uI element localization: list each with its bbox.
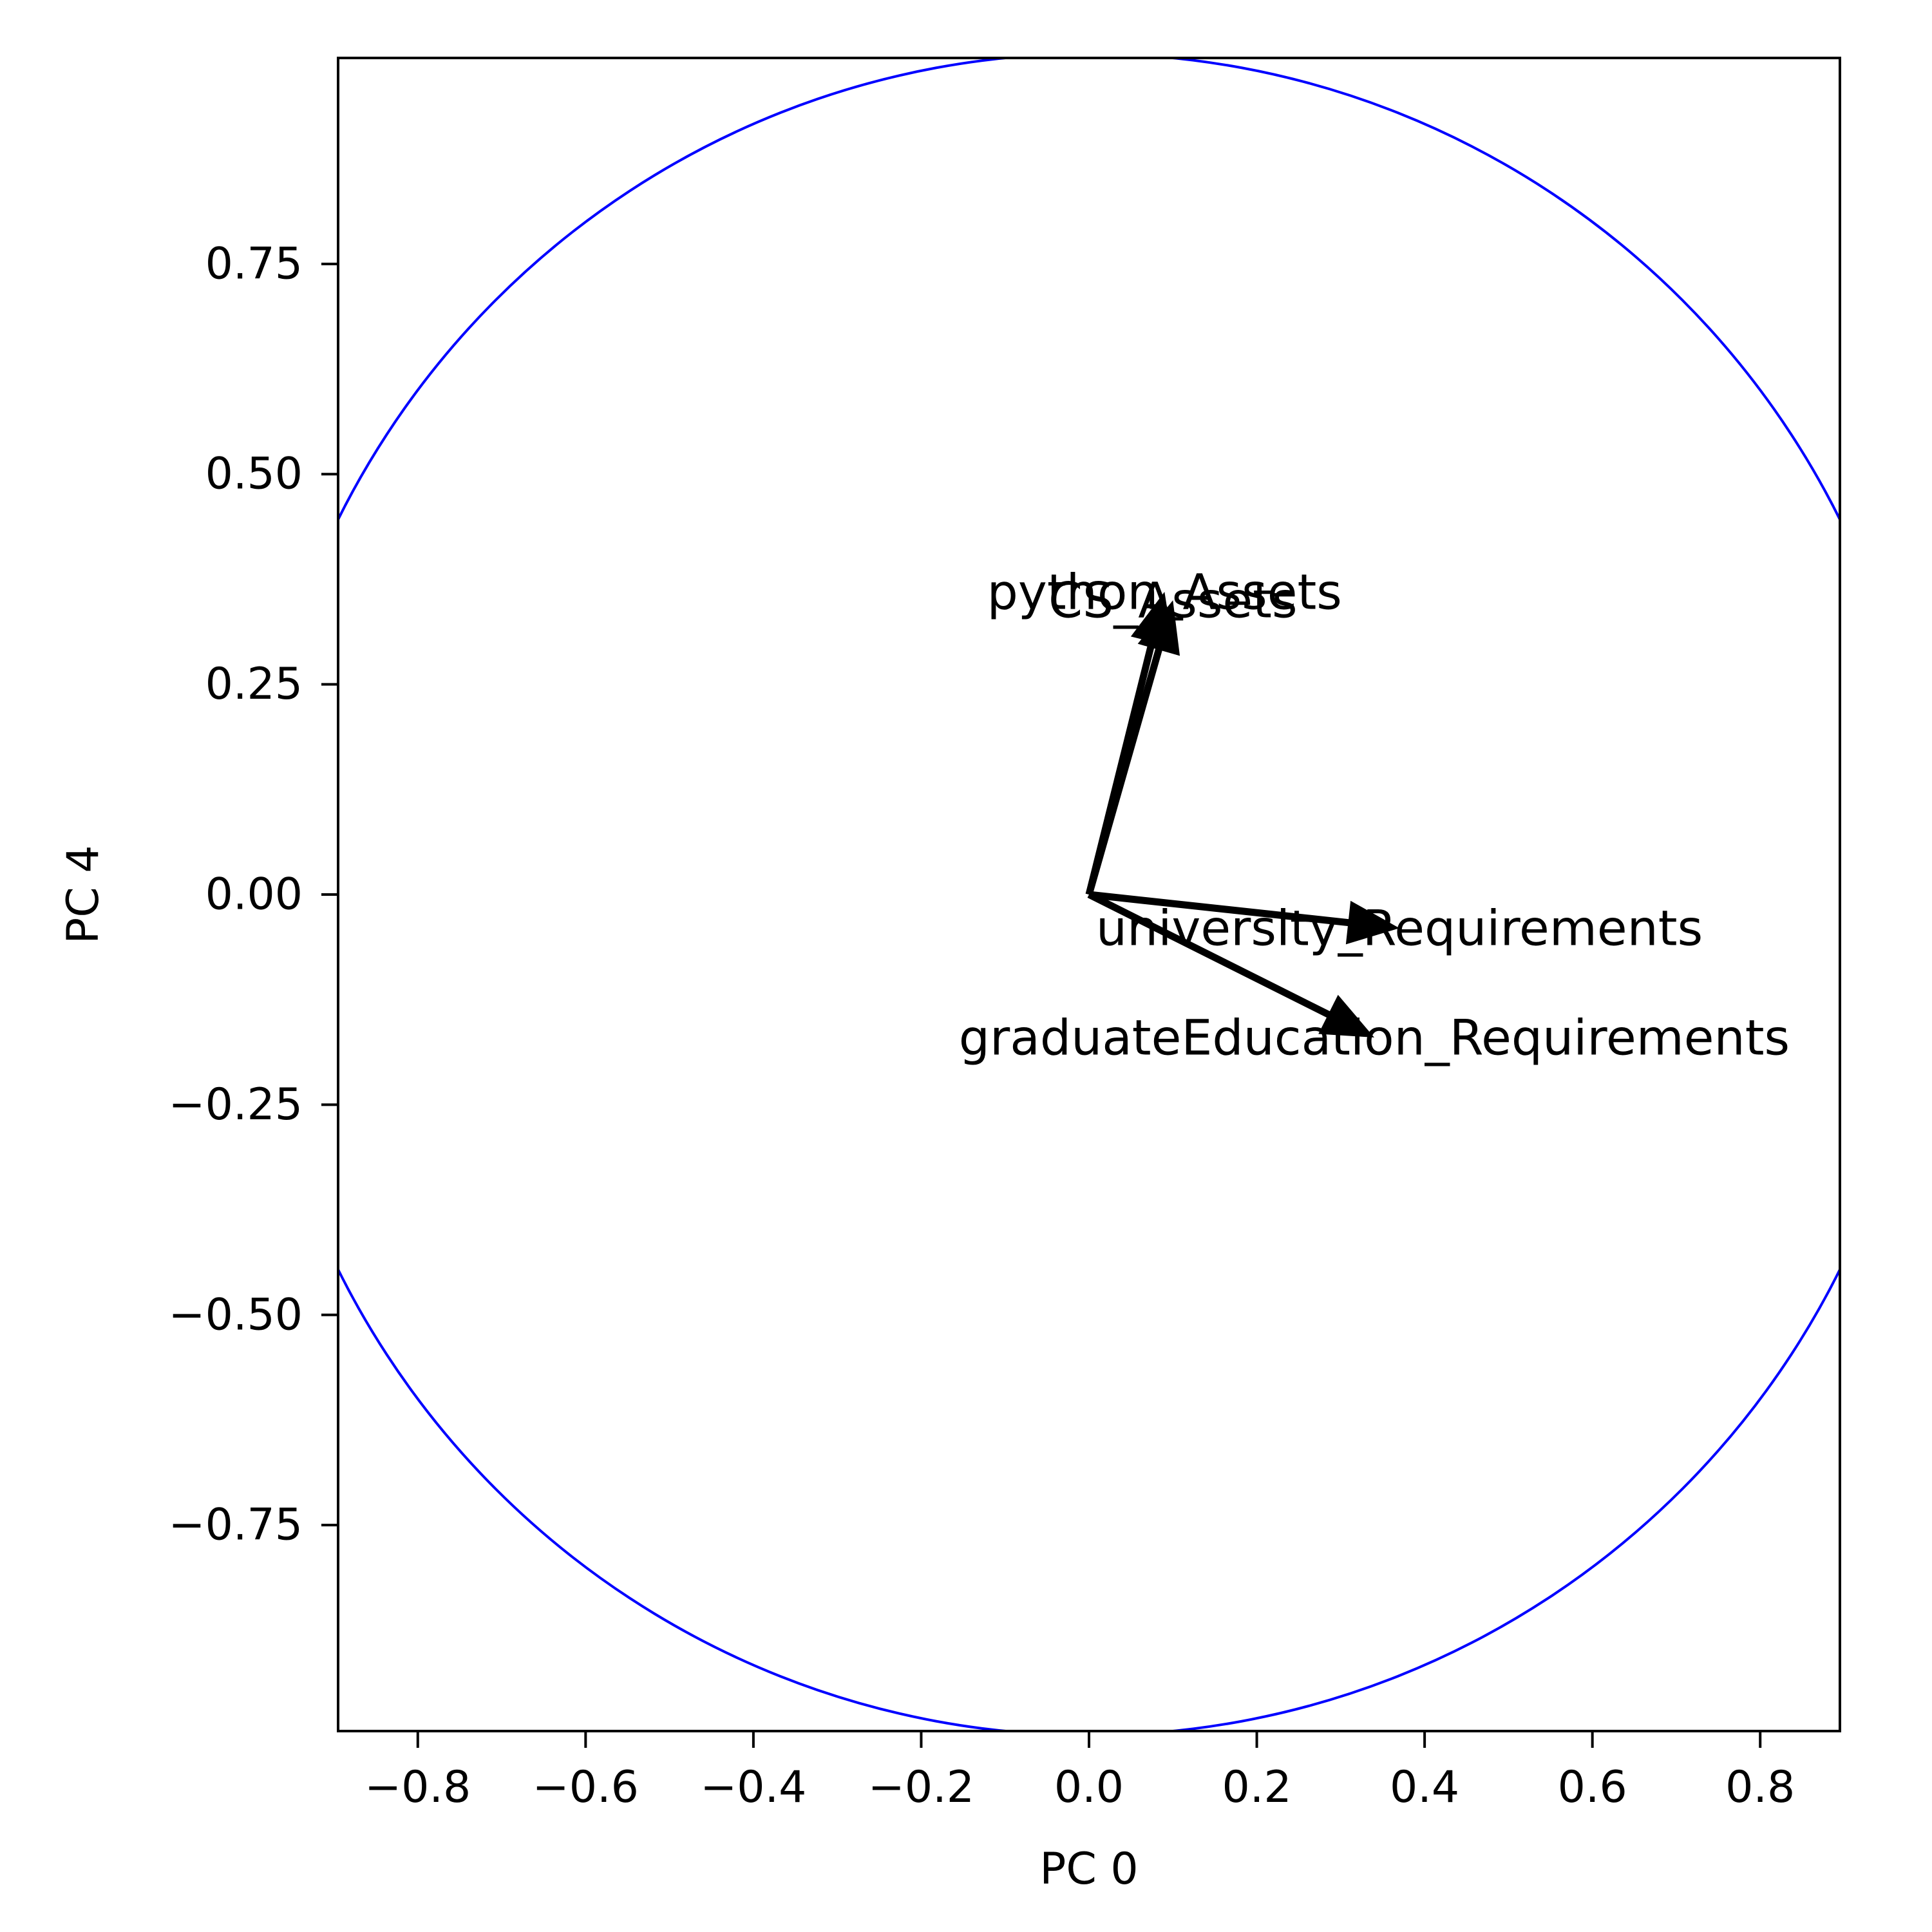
vector-label: CS_Assets <box>1048 572 1298 629</box>
x-tick-label: −0.4 <box>700 1762 806 1813</box>
x-tick-label: 0.6 <box>1558 1762 1627 1813</box>
y-tick-label: −0.25 <box>169 1079 303 1130</box>
x-tick-label: −0.8 <box>365 1762 471 1813</box>
loading-vector <box>1088 891 1400 945</box>
y-tick-label: 0.75 <box>205 238 303 289</box>
y-tick-label: 0.00 <box>205 869 303 920</box>
x-tick-label: −0.2 <box>868 1762 974 1813</box>
vector-arrowhead <box>1345 900 1400 945</box>
vector-arrowhead <box>1318 994 1374 1037</box>
x-tick-label: 0.4 <box>1390 1762 1459 1813</box>
loading-vector <box>1087 891 1374 1037</box>
y-axis-ticks: 0.75 0.50 0.25 0.00 −0.25 −0.50 −0.75 <box>169 238 338 1551</box>
vector-label: graduateEducation_Requirements <box>959 1009 1790 1066</box>
vector-arrowhead <box>1137 600 1180 656</box>
x-tick-label: 0.8 <box>1725 1762 1795 1813</box>
vector-label: python_Assets <box>987 564 1342 621</box>
vector-shaft <box>1088 891 1356 927</box>
loading-vectors-layer <box>1085 592 1400 1037</box>
vector-shaft <box>1087 891 1336 1021</box>
x-tick-label: 0.0 <box>1054 1762 1124 1813</box>
y-axis-label: PC 4 <box>58 845 109 943</box>
x-axis-ticks: −0.8 −0.6 −0.4 −0.2 0.0 0.2 0.4 0.6 0.8 <box>365 1731 1795 1813</box>
y-tick-label: 0.25 <box>205 659 303 710</box>
y-tick-label: −0.75 <box>169 1500 303 1551</box>
y-tick-label: −0.50 <box>169 1289 303 1340</box>
x-axis-label: PC 0 <box>1039 1844 1138 1895</box>
x-tick-label: −0.6 <box>533 1762 639 1813</box>
vector-shaft <box>1085 642 1164 896</box>
vector-label: university_Requirements <box>1096 900 1703 957</box>
x-tick-label: 0.2 <box>1222 1762 1291 1813</box>
loading-vector <box>1085 600 1180 896</box>
y-tick-label: 0.50 <box>205 449 303 500</box>
